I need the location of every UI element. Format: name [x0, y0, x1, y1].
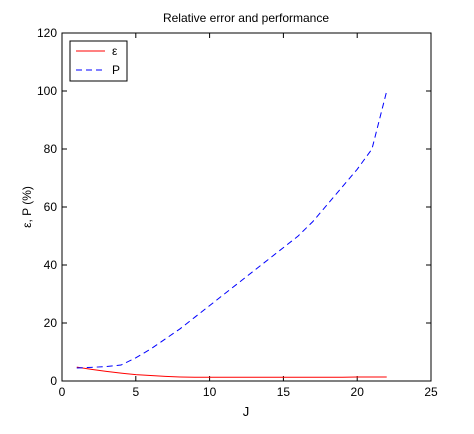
- axis-ticks: 0 5 10 15 20 25 0 20 40 60 80 100 120: [37, 26, 438, 399]
- y-tick-label: 80: [44, 142, 58, 156]
- series-line-1: [76, 366, 387, 378]
- legend-label: P: [112, 63, 120, 77]
- plot-frame: [61, 32, 432, 382]
- y-tick-label: 60: [44, 200, 58, 214]
- y-tick-label: 100: [37, 84, 57, 98]
- x-tick-label: 25: [424, 385, 438, 399]
- x-tick-label: 0: [59, 385, 66, 399]
- series-line-2: [76, 90, 388, 369]
- y-tick-label: 40: [44, 258, 58, 272]
- x-tick-label: 5: [132, 385, 139, 399]
- x-tick-label: 20: [351, 385, 365, 399]
- y-tick-label: 0: [50, 374, 57, 388]
- x-tick-label: 15: [277, 385, 291, 399]
- y-axis-label: ε, P (%): [20, 186, 34, 228]
- y-tick-label: 120: [37, 26, 57, 40]
- y-tick-label: 20: [44, 316, 58, 330]
- legend-label: ε: [112, 44, 118, 58]
- legend: εP: [69, 40, 128, 82]
- chart-title: Relative error and performance: [163, 11, 329, 25]
- series-lines: [76, 90, 388, 378]
- x-axis-label: J: [243, 404, 250, 419]
- legend-box: [69, 40, 128, 82]
- x-tick-label: 10: [203, 385, 217, 399]
